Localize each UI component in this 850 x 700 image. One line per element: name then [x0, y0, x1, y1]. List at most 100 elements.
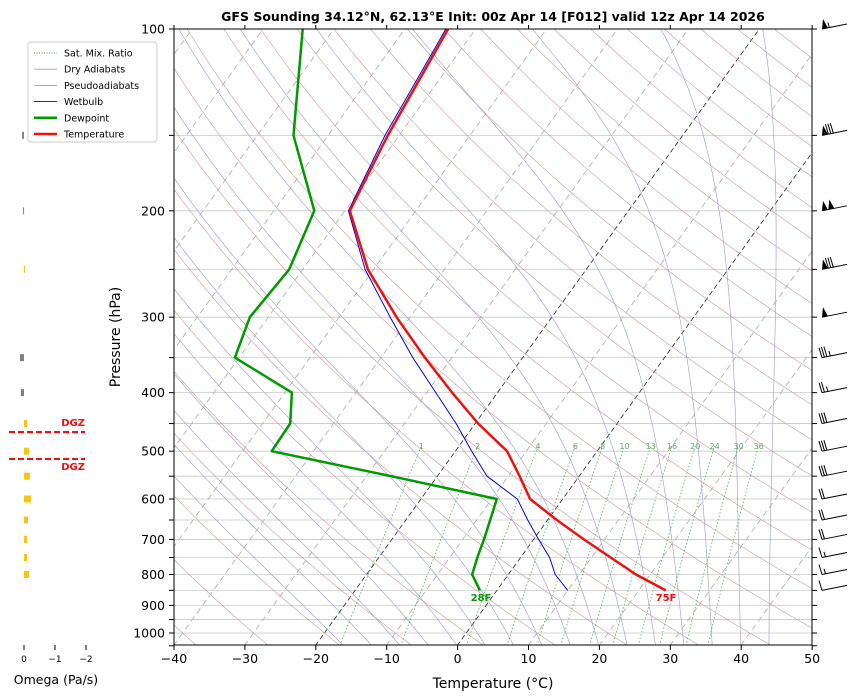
wind-barb: [819, 564, 847, 574]
wetbulb-line: [348, 29, 567, 590]
mixing-ratio-label: 4: [535, 442, 540, 451]
wind-barb-staff: [822, 494, 847, 499]
omega-bar: [24, 448, 29, 455]
wind-barb: [822, 19, 847, 29]
mixing-ratio-label: 13: [646, 442, 656, 451]
dgz-label-bottom: DGZ: [61, 462, 85, 473]
dry-adiabat: [738, 29, 850, 646]
surface-dewpoint-label: 28F: [471, 593, 492, 604]
highlighted-isotherm: [315, 29, 759, 646]
y-tick-label: 700: [141, 532, 165, 547]
x-tick-label: 40: [733, 651, 749, 666]
x-tick-label: 50: [804, 651, 820, 666]
pseudoadiabat: [661, 29, 741, 646]
wind-barb: [819, 413, 847, 424]
wind-barb-full: [819, 580, 822, 590]
y-tick-label: 1000: [133, 626, 165, 641]
legend-label: Wetbulb: [64, 97, 103, 108]
y-tick-label: 900: [141, 598, 165, 613]
omega-bar: [24, 266, 25, 273]
wind-barb-full: [819, 564, 822, 574]
omega-bar: [21, 389, 24, 396]
isotherm: [244, 29, 688, 646]
wind-barb: [819, 465, 847, 476]
wind-barb: [819, 510, 847, 520]
wind-barb-half: [824, 552, 826, 557]
dry-adiabat: [591, 29, 850, 646]
mixing-ratio-label: 10: [619, 442, 629, 451]
x-tick-label: 10: [521, 651, 537, 666]
omega-tick-label: 0: [21, 655, 27, 665]
dry-adiabat: [701, 29, 850, 646]
isotherm: [741, 29, 850, 646]
omega-bar: [24, 516, 28, 523]
omega-bar: [24, 420, 27, 427]
y-tick-label: 800: [141, 567, 165, 582]
highlighted-isotherm: [457, 29, 850, 646]
chart-title: GFS Sounding 34.12°N, 62.13°E Init: 00z …: [221, 9, 765, 24]
omega-bar: [22, 132, 24, 139]
legend: Sat. Mix. Ratio Dry Adiabats Pseudoadiabat…: [28, 42, 157, 142]
y-tick-label: 500: [141, 444, 165, 459]
wind-barb: [819, 548, 847, 558]
x-tick-label: 30: [662, 651, 678, 666]
x-tick-label: 0: [454, 651, 462, 666]
mixing-ratio-label: 30: [734, 442, 744, 451]
wind-barb-staff: [822, 388, 847, 393]
y-tick-label: 400: [141, 385, 165, 400]
wind-barb: [819, 347, 847, 358]
dry-adiabat: [187, 29, 850, 646]
dry-adiabat: [297, 29, 850, 646]
omega-bar: [24, 554, 27, 561]
x-tick-label: −10: [374, 651, 400, 666]
dry-adiabat: [664, 29, 850, 646]
wind-barb-half: [826, 386, 828, 391]
wind-barb: [819, 489, 847, 499]
wind-barb-staff: [822, 553, 847, 558]
wind-barb-staff: [822, 585, 847, 590]
isotherm: [528, 29, 850, 646]
y-axis-label: Pressure (hPa): [108, 287, 124, 387]
wind-barb: [822, 200, 847, 211]
wind-barbs: [819, 19, 847, 590]
wind-barb-staff: [822, 515, 847, 520]
wind-barb-flag: [822, 307, 828, 317]
wind-barb-staff: [822, 534, 847, 539]
omega-bar: [24, 536, 27, 543]
omega-bar: [23, 207, 24, 214]
y-tick-label: 300: [141, 310, 165, 325]
mixing-ratio-label: 20: [690, 442, 700, 451]
mixing-ratio-label: 6: [573, 442, 578, 451]
omega-bar: [24, 571, 29, 578]
wind-barb: [819, 580, 847, 590]
mixing-ratio-label: 2: [475, 442, 480, 451]
mixing-ratio-label: 24: [710, 442, 720, 451]
x-axis-label: Temperature (°C): [432, 676, 554, 692]
legend-label: Sat. Mix. Ratio: [64, 49, 133, 60]
dry-adiabat: [150, 29, 843, 646]
legend-label: Pseudoadiabats: [64, 81, 139, 92]
y-tick-label: 200: [141, 203, 165, 218]
surface-temperature-label: 75F: [656, 593, 677, 604]
legend-label: Temperature: [63, 130, 124, 141]
wind-barb-half: [829, 351, 831, 356]
wind-barb-staff: [822, 569, 847, 574]
wind-barb-flag: [828, 200, 834, 210]
wind-barb-full: [819, 548, 822, 558]
wind-barb-flag: [822, 19, 828, 29]
wind-barb: [819, 529, 847, 539]
dry-adiabat: [554, 29, 850, 646]
dgz-label-top: DGZ: [61, 418, 85, 429]
wind-barb: [819, 440, 847, 451]
y-tick-label: 600: [141, 492, 165, 507]
dry-adiabat: [114, 29, 772, 646]
wind-barb-half: [828, 23, 830, 28]
legend-label: Dry Adiabats: [64, 65, 125, 76]
omega-bar: [24, 496, 31, 503]
legend-label: Dewpoint: [64, 113, 109, 124]
y-tick-label: 100: [141, 22, 165, 37]
omega-tick-label: −1: [48, 655, 61, 665]
mixing-ratio-label: 8: [600, 442, 605, 451]
omega-axis-label: Omega (Pa/s): [14, 672, 98, 687]
